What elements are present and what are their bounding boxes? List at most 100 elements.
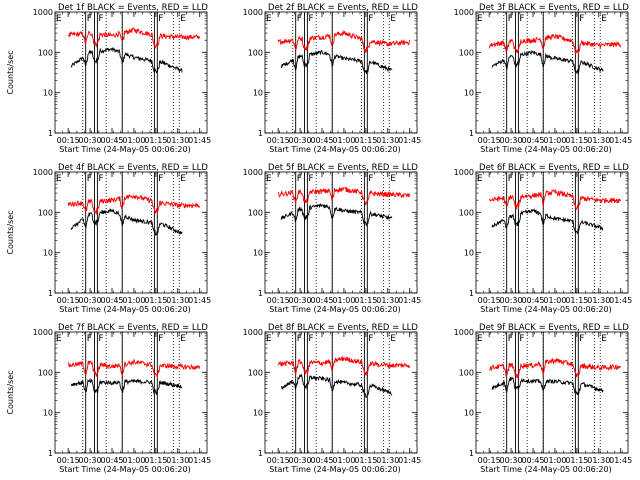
x-tick-label: 00:30 xyxy=(500,136,523,145)
flag-label: E xyxy=(601,14,607,24)
chart-panel-1: Det 1f BLACK = Events, RED = LLD 1 10 100 10… xyxy=(6,3,211,154)
x-axis-label: Start Time (24-May-05 00:06:20) xyxy=(480,305,611,314)
events-trace xyxy=(491,208,604,234)
events-trace xyxy=(280,203,393,227)
y-tick-label: 100 xyxy=(459,368,474,377)
events-trace xyxy=(281,373,393,398)
events-trace xyxy=(70,377,183,396)
x-tick-label: 00:15 xyxy=(478,296,501,305)
chart-title: Det 5f BLACK = Events, RED = LLD xyxy=(268,163,418,173)
y-tick-label: 1 xyxy=(48,449,53,458)
x-tick-label: 00:45 xyxy=(521,456,544,465)
x-tick-label: 00:15 xyxy=(267,296,290,305)
flag-label: E xyxy=(477,14,483,24)
x-tick-label: 00:45 xyxy=(521,296,544,305)
events-trace xyxy=(280,49,393,75)
y-tick-label: 100 xyxy=(38,368,53,377)
y-tick-label: 10 xyxy=(43,249,53,258)
flag-label: F xyxy=(579,174,584,184)
x-tick-label: 01:30 xyxy=(166,136,189,145)
chart-title: Det 9f BLACK = Events, RED = LLD xyxy=(479,323,629,333)
x-tick-label: 00:15 xyxy=(57,136,80,145)
flag-label: E xyxy=(390,174,396,184)
x-tick-label: 01:15 xyxy=(144,136,167,145)
lld-trace xyxy=(277,29,411,53)
flag-label: F xyxy=(308,334,313,344)
x-tick-label: 00:15 xyxy=(57,456,80,465)
x-axis-label: Start Time (24-May-05 00:06:20) xyxy=(480,145,611,154)
y-tick-label: 100 xyxy=(459,208,474,217)
flag-label: F xyxy=(508,14,513,24)
plot-frame xyxy=(264,11,418,134)
x-tick-label: 01:30 xyxy=(587,296,610,305)
x-axis-label: Start Time (24-May-05 00:06:20) xyxy=(480,465,611,474)
chart-title: Det 7f BLACK = Events, RED = LLD xyxy=(58,323,208,333)
x-tick-label: 00:30 xyxy=(289,136,312,145)
flag-label: F xyxy=(158,174,163,184)
chart-title: Det 8f BLACK = Events, RED = LLD xyxy=(268,323,418,333)
chart-panel-6: Det 6f BLACK = Events, RED = LLD 1 10 100 10… xyxy=(454,163,633,314)
plot-frame xyxy=(475,171,629,294)
x-tick-label: 01:00 xyxy=(543,136,566,145)
flag-label: F xyxy=(579,334,584,344)
x-tick-label: 01:15 xyxy=(565,136,588,145)
x-tick-label: 01:45 xyxy=(188,456,211,465)
lld-trace xyxy=(488,33,622,55)
flag-label: E xyxy=(390,334,396,344)
plot-frame xyxy=(475,11,629,134)
lld-trace xyxy=(67,193,201,215)
chart-title: Det 3f BLACK = Events, RED = LLD xyxy=(479,3,629,13)
lld-trace xyxy=(277,187,411,206)
x-tick-label: 00:15 xyxy=(267,456,290,465)
events-trace xyxy=(70,47,183,74)
flag-label: F xyxy=(519,14,524,24)
x-tick-label: 00:15 xyxy=(478,456,501,465)
x-axis-label: Start Time (24-May-05 00:06:20) xyxy=(269,305,400,314)
plot-frame xyxy=(264,331,418,454)
flag-label: E xyxy=(601,334,607,344)
events-trace xyxy=(491,49,604,75)
lld-trace xyxy=(488,357,621,378)
lld-trace xyxy=(67,358,201,378)
flag-label: E xyxy=(601,174,607,184)
flag-label: E xyxy=(56,334,62,344)
x-tick-label: 01:45 xyxy=(609,136,632,145)
flag-label: F xyxy=(87,174,92,184)
x-axis-label: Start Time (24-May-05 00:06:20) xyxy=(59,465,190,474)
flag-label: E xyxy=(266,174,272,184)
x-axis-label: Start Time (24-May-05 00:06:20) xyxy=(59,305,190,314)
flag-label: E xyxy=(266,334,272,344)
x-tick-label: 01:45 xyxy=(609,456,632,465)
flag-label: F xyxy=(368,174,373,184)
flag-label: E xyxy=(56,14,62,24)
chart-title: Det 1f BLACK = Events, RED = LLD xyxy=(58,3,208,13)
plot-frame xyxy=(264,171,418,294)
chart-panel-2: Det 2f BLACK = Events, RED = LLD 1 10 100 10… xyxy=(243,3,422,154)
x-tick-label: 01:00 xyxy=(332,136,355,145)
flag-label: F xyxy=(508,174,513,184)
chart-panel-9: Det 9f BLACK = Events, RED = LLD 1 10 100 10… xyxy=(454,323,633,474)
x-tick-label: 01:15 xyxy=(354,456,377,465)
x-tick-label: 01:30 xyxy=(587,456,610,465)
events-trace xyxy=(491,376,604,396)
flag-label: E xyxy=(477,334,483,344)
flag-label: F xyxy=(308,14,313,24)
flag-label: F xyxy=(98,14,103,24)
lld-trace xyxy=(489,188,621,211)
flag-label: F xyxy=(158,14,163,24)
x-tick-label: 01:45 xyxy=(398,456,421,465)
chart-title: Det 6f BLACK = Events, RED = LLD xyxy=(479,163,629,173)
y-tick-label: 10 xyxy=(253,89,263,98)
flag-label: F xyxy=(519,174,524,184)
flag-label: F xyxy=(508,334,513,344)
x-tick-label: 01:45 xyxy=(398,296,421,305)
y-tick-label: 1 xyxy=(258,129,263,138)
x-tick-label: 00:30 xyxy=(289,296,312,305)
flag-label: E xyxy=(266,14,272,24)
y-tick-label: 1000 xyxy=(454,8,474,17)
x-tick-label: 01:30 xyxy=(166,456,189,465)
x-tick-label: 00:45 xyxy=(100,296,123,305)
flag-label: F xyxy=(519,334,524,344)
y-tick-label: 1 xyxy=(48,129,53,138)
x-tick-label: 01:45 xyxy=(398,136,421,145)
